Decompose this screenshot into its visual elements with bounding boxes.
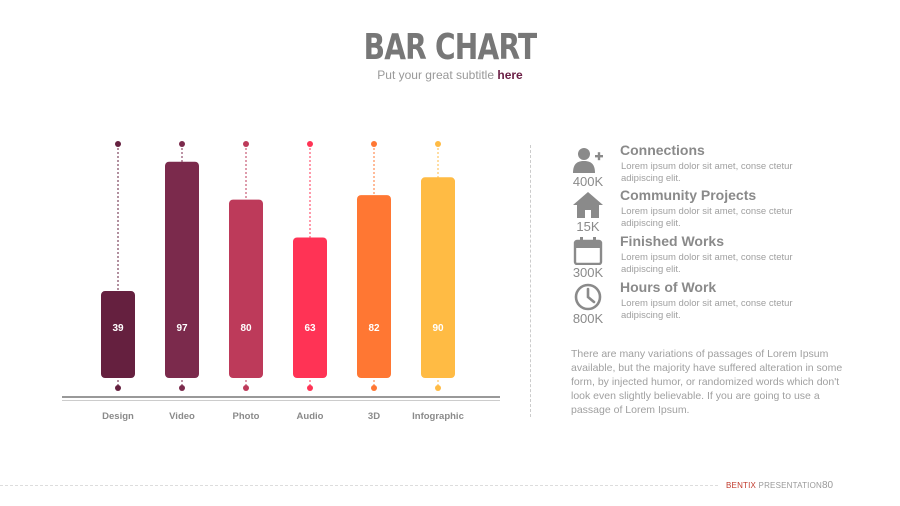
bar-value-label: 82 xyxy=(368,323,380,334)
subtitle-highlight: here xyxy=(497,68,523,82)
bar-top-dot xyxy=(243,141,249,147)
page-number: 80 xyxy=(822,480,834,491)
bar-infographic xyxy=(421,177,455,378)
stat-title: Hours of Work xyxy=(620,279,717,295)
brand-presentation: PRESENTATION xyxy=(758,481,822,490)
bar-bottom-dot xyxy=(371,385,377,391)
bar-value-label: 63 xyxy=(304,323,316,334)
stat-title: Finished Works xyxy=(620,233,724,249)
bar-audio xyxy=(293,237,327,378)
x-tick-label: Infographic xyxy=(412,411,464,422)
bar-value-label: 80 xyxy=(240,323,252,334)
body-paragraph: There are many variations of passages of… xyxy=(571,348,843,416)
stat-community-projects: 15K Community Projects Lorem ipsum dolor… xyxy=(566,187,866,235)
stat-connections: 400K Connections Lorem ipsum dolor sit a… xyxy=(566,142,866,190)
bar-top-dot xyxy=(435,141,441,147)
x-tick-label: 3D xyxy=(368,411,380,422)
bar-value-label: 97 xyxy=(176,323,188,334)
stat-hours-of-work: 800K Hours of Work Lorem ipsum dolor sit… xyxy=(566,279,866,327)
calendar-icon xyxy=(573,237,603,265)
bar-top-dot xyxy=(371,141,377,147)
stat-value: 15K xyxy=(576,219,600,234)
bar-bottom-dot xyxy=(307,385,313,391)
bar-3d xyxy=(357,195,391,378)
page-title: BAR CHART xyxy=(363,27,538,68)
stat-description: Lorem ipsum dolor sit amet, conse ctetur… xyxy=(621,252,793,275)
stat-description: Lorem ipsum dolor sit amet, conse ctetur… xyxy=(621,206,793,229)
bar-top-dot xyxy=(307,141,313,147)
x-tick-label: Audio xyxy=(297,411,324,422)
bar-bottom-dot xyxy=(243,385,249,391)
stat-value: 300K xyxy=(572,265,604,280)
vertical-divider xyxy=(530,145,531,417)
x-axis-baseline-shadow xyxy=(62,400,500,401)
stat-title: Connections xyxy=(620,142,705,158)
bar-bottom-dot xyxy=(179,385,185,391)
bar-photo xyxy=(229,199,263,378)
stat-finished-works: 300K Finished Works Lorem ipsum dolor si… xyxy=(566,233,866,281)
add-user-icon xyxy=(573,148,603,173)
bar-value-label: 90 xyxy=(432,323,444,334)
footer-divider xyxy=(0,485,718,486)
bar-bottom-dot xyxy=(435,385,441,391)
bar-top-dot xyxy=(115,141,121,147)
x-axis-baseline xyxy=(62,396,500,398)
bar-design xyxy=(101,291,135,378)
home-icon xyxy=(573,192,603,218)
clock-icon xyxy=(574,283,602,311)
bar-value-label: 39 xyxy=(112,323,124,334)
x-tick-label: Photo xyxy=(233,411,260,422)
footer-brand: BENTIX PRESENTATION xyxy=(726,481,822,490)
bar-video xyxy=(165,161,199,378)
bar-chart: 39 Design 97 Video 80 Photo 63 Audio 82 3D 90 Infog… xyxy=(62,141,500,422)
bar-top-dot xyxy=(179,141,185,147)
x-tick-label: Video xyxy=(169,411,195,422)
x-tick-label: Design xyxy=(102,411,134,422)
bar-bottom-dot xyxy=(115,385,121,391)
stat-title: Community Projects xyxy=(620,187,757,203)
stat-value: 400K xyxy=(572,174,604,189)
subtitle-text: Put your great subtitle xyxy=(377,68,498,82)
stat-description: Lorem ipsum dolor sit amet, conse ctetur… xyxy=(621,298,793,321)
stat-description: Lorem ipsum dolor sit amet, conse ctetur… xyxy=(621,161,793,184)
stat-value: 800K xyxy=(572,311,604,326)
page-subtitle: Put your great subtitle here xyxy=(0,68,900,82)
brand-name: BENTIX xyxy=(726,481,757,490)
